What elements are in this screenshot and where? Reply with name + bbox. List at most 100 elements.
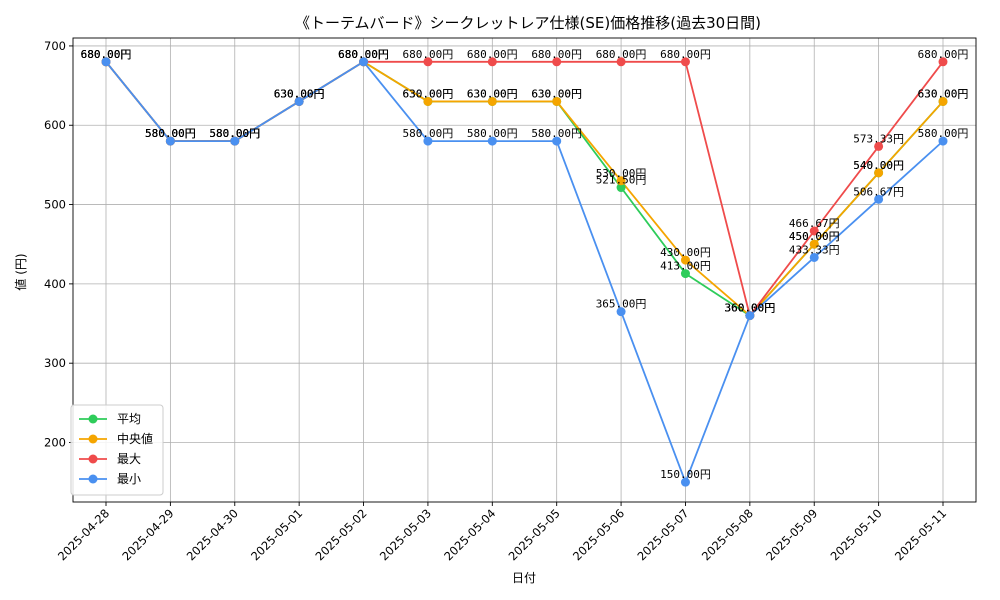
y-tick-label: 200 [44,436,66,450]
data-point [874,141,884,151]
data-label: 680.00円 [338,48,389,61]
data-point [487,57,497,67]
x-tick-label: 2025-05-01 [248,506,305,563]
series-line-最小 [105,60,944,484]
y-tick-label: 500 [44,198,66,212]
data-point [165,136,175,146]
data-label: 680.00円 [918,48,969,61]
data-point [938,136,948,146]
data-point [552,57,562,67]
data-label: 680.00円 [81,48,132,61]
legend-box [70,404,164,496]
data-label: 680.00円 [81,48,132,61]
x-tick-label: 2025-05-04 [441,506,498,563]
data-label: 630.00円 [403,87,454,100]
data-label: 580.00円 [531,127,582,140]
series-lines [105,60,944,484]
x-tick-label: 2025-05-11 [892,506,949,563]
data-label: 680.00円 [81,48,132,61]
legend-swatch-marker [88,434,98,444]
data-label: 150.00円 [660,468,711,481]
data-point [680,255,690,265]
data-label: 580.00円 [145,127,196,140]
x-tick-label: 2025-05-02 [312,506,369,563]
data-label: 540.00円 [853,159,904,172]
data-point [745,311,755,321]
x-tick-label: 2025-05-09 [763,506,820,563]
data-point [874,194,884,204]
x-tick-label: 2025-05-03 [377,506,434,563]
data-label: 630.00円 [531,87,582,100]
legend-item-label: 最小 [117,472,141,486]
data-label: 680.00円 [338,48,389,61]
data-label: 521.50円 [596,174,647,187]
x-axis-ticks: 2025-04-28 2025-04-29 2025-04-30 2025-05-01… [55,502,949,563]
data-label: 630.00円 [918,87,969,100]
data-label: 450.00円 [789,230,840,243]
series-line-最大 [105,60,944,317]
data-label: 630.00円 [467,87,518,100]
data-label: 680.00円 [338,48,389,61]
data-point [487,96,497,106]
data-label: 680.00円 [596,48,647,61]
data-point [616,57,626,67]
data-point [680,57,690,67]
data-label: 360.00円 [724,302,775,315]
data-label: 680.00円 [403,48,454,61]
legend-swatch-marker [88,454,98,464]
data-point [552,96,562,106]
data-point [359,57,369,67]
data-label: 630.00円 [274,87,325,100]
series-points [101,57,948,487]
data-label: 680.00円 [531,48,582,61]
data-point [809,239,819,249]
data-label: 360.00円 [724,302,775,315]
data-point [874,168,884,178]
chart-title: 《トーテムバード》シークレットレア仕様(SE)価格推移(過去30日間) [295,14,761,32]
data-label: 430.00円 [660,246,711,259]
data-label: 540.00円 [853,159,904,172]
data-point [294,96,304,106]
y-axis-title: 値 (円) [13,253,28,290]
y-tick-label: 400 [44,277,66,291]
data-point [938,96,948,106]
data-label: 580.00円 [209,127,260,140]
y-tick-label: 300 [44,356,66,370]
data-label: 580.00円 [918,127,969,140]
data-point [230,136,240,146]
data-point [616,176,626,186]
legend-item-label: 中央値 [117,431,153,446]
data-label: 630.00円 [531,87,582,100]
x-tick-label: 2025-04-30 [184,506,241,563]
data-label: 680.00円 [338,48,389,61]
x-tick-label: 2025-05-10 [828,506,885,563]
data-label: 630.00円 [274,87,325,100]
y-tick-label: 700 [44,39,66,53]
data-label: 630.00円 [918,87,969,100]
data-point [809,252,819,262]
data-point [680,269,690,279]
data-point [423,57,433,67]
data-label: 360.00円 [724,302,775,315]
data-point [616,307,626,317]
data-label: 630.00円 [274,87,325,100]
data-point [487,136,497,146]
x-tick-label: 2025-05-06 [570,506,627,563]
legend-swatch-marker [88,414,98,424]
series-line-中央値 [105,60,944,317]
data-label: 573.33円 [853,132,904,145]
x-axis-title: 日付 [512,571,536,585]
data-point [552,136,562,146]
x-tick-label: 2025-04-28 [55,506,112,563]
legend-swatch-marker [88,474,98,484]
legend-item-label: 最大 [117,452,141,466]
data-label: 433.33円 [789,243,840,256]
legend-item-label: 平均 [117,412,141,426]
data-point [616,183,626,193]
data-label: 580.00円 [467,127,518,140]
data-label: 680.00円 [81,48,132,61]
data-label: 630.00円 [467,87,518,100]
y-axis-ticks: 200 300 400 500 600 700 [44,39,73,450]
data-point [938,57,948,67]
